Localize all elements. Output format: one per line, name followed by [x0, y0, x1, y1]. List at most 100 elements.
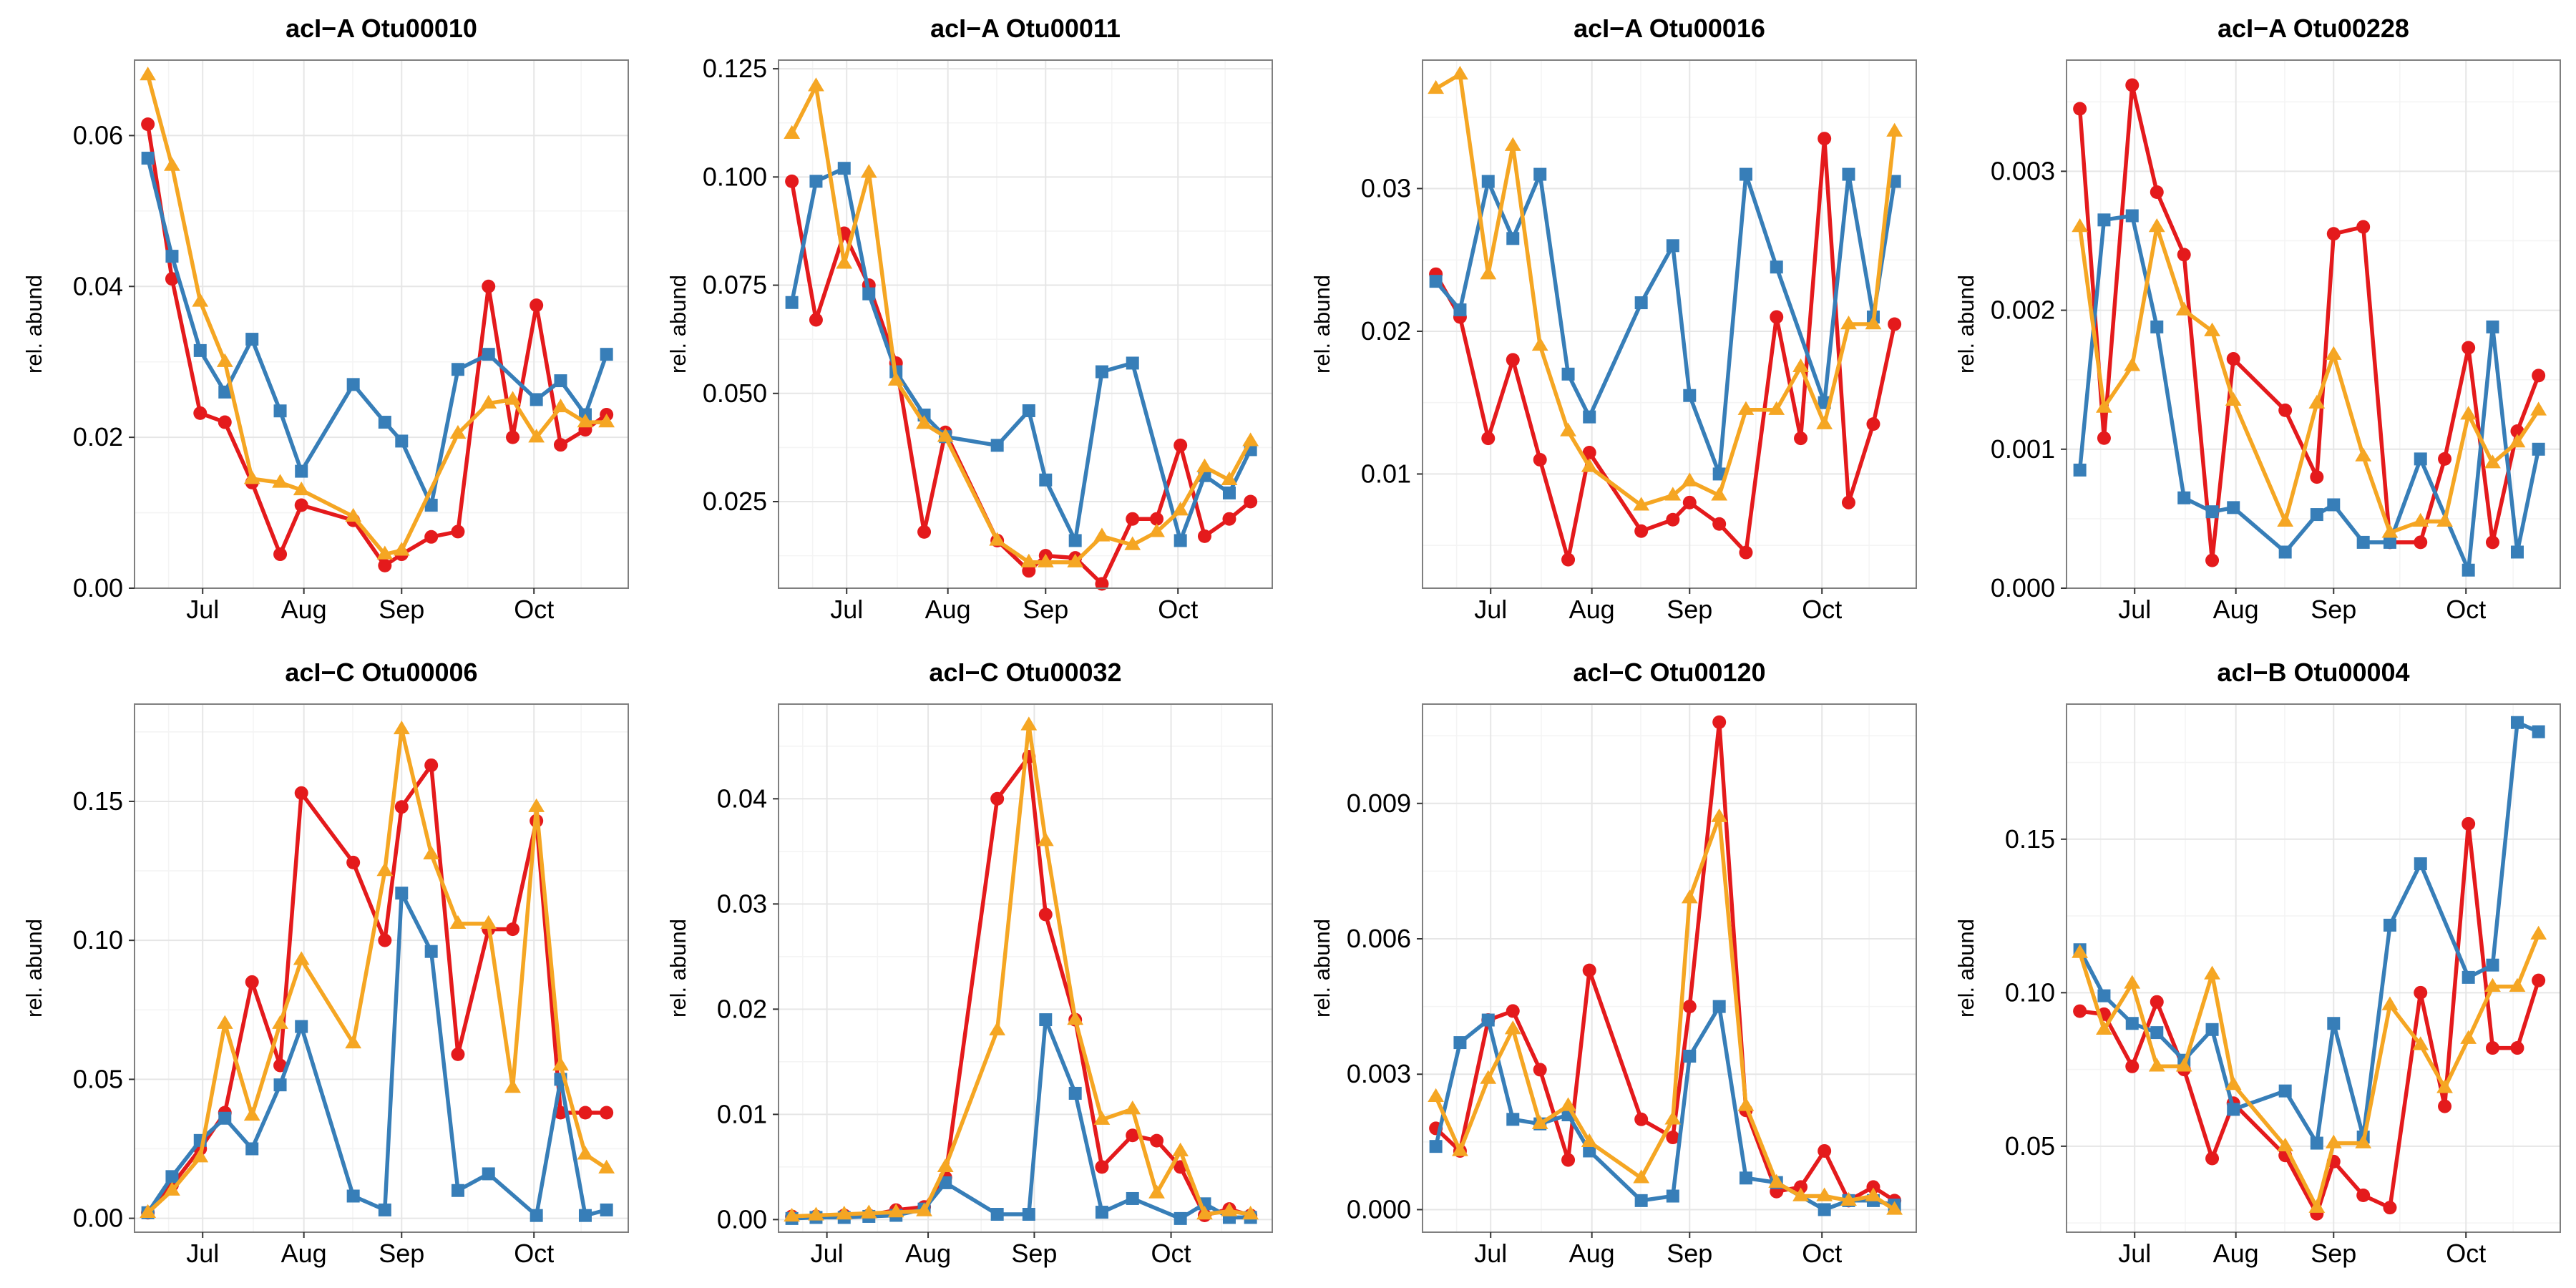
- data-point: [1506, 1113, 1520, 1126]
- data-point: [1148, 523, 1165, 537]
- data-point: [1888, 317, 1902, 331]
- data-point: [2327, 498, 2341, 512]
- x-tick-label: Aug: [2213, 1239, 2259, 1268]
- x-tick-label: Jul: [811, 1239, 844, 1268]
- data-point: [2486, 320, 2499, 333]
- data-point: [1768, 1174, 1785, 1188]
- data-point: [916, 1202, 932, 1216]
- data-point: [1582, 963, 1596, 977]
- data-point: [2325, 1134, 2342, 1148]
- data-point: [2227, 501, 2240, 514]
- data-point: [530, 393, 543, 406]
- series-3: [784, 77, 1259, 567]
- data-point: [937, 1158, 954, 1173]
- y-tick-label: 0.00: [717, 1204, 767, 1234]
- data-point: [1093, 527, 1111, 542]
- x-tick-label: Sep: [2311, 1239, 2356, 1268]
- data-point: [1711, 487, 1728, 501]
- plot-background: [135, 60, 628, 588]
- data-point: [2277, 512, 2294, 527]
- data-point: [1794, 431, 1808, 446]
- data-point: [2096, 1020, 2112, 1035]
- x-tick-label: Oct: [1151, 1239, 1191, 1268]
- plot-background: [2067, 60, 2560, 588]
- x-tick-label: Aug: [925, 595, 971, 624]
- data-point: [1039, 1013, 1053, 1027]
- data-point: [2462, 816, 2476, 831]
- y-axis-label: rel. abund: [21, 275, 47, 374]
- data-point: [2355, 447, 2372, 462]
- data-point: [451, 363, 464, 376]
- data-point: [1242, 432, 1259, 447]
- series-3: [784, 716, 1259, 1222]
- data-point: [218, 385, 232, 399]
- data-point: [393, 720, 410, 735]
- data-point: [1682, 495, 1697, 509]
- series-2: [785, 162, 1257, 547]
- major-gridlines: [135, 704, 628, 1232]
- data-point: [2073, 1004, 2087, 1018]
- chart-title: acI−A Otu00016: [1574, 14, 1765, 43]
- data-point: [1095, 365, 1108, 379]
- data-point: [1126, 1191, 1139, 1205]
- data-point: [1818, 132, 1832, 146]
- data-point: [218, 1111, 232, 1125]
- data-point: [1037, 553, 1054, 567]
- plot-frame: [134, 59, 629, 589]
- data-point: [140, 1204, 157, 1219]
- data-point: [1634, 1112, 1649, 1126]
- data-point: [887, 1204, 904, 1218]
- data-point: [1739, 167, 1752, 181]
- data-point: [1533, 452, 1547, 467]
- data-point: [378, 416, 391, 429]
- data-point: [1737, 401, 1755, 415]
- data-point: [1683, 389, 1697, 402]
- data-point: [1531, 336, 1548, 351]
- data-point: [2414, 857, 2427, 871]
- data-point: [1148, 1184, 1165, 1199]
- y-tick-label: 0.100: [703, 162, 767, 191]
- major-gridlines: [779, 60, 1272, 588]
- data-point: [378, 1203, 391, 1216]
- x-tick-label: Oct: [2446, 595, 2486, 624]
- data-point: [482, 279, 496, 293]
- y-tick-label: 0.04: [717, 784, 767, 813]
- data-point: [554, 374, 567, 388]
- data-point: [2204, 322, 2220, 336]
- data-point: [1531, 1115, 1548, 1129]
- x-tick-label: Aug: [905, 1239, 951, 1268]
- data-point: [1533, 1063, 1547, 1077]
- y-axis-label: rel. abund: [1953, 919, 1979, 1018]
- x-tick-label: Jul: [186, 1239, 219, 1268]
- data-point: [989, 532, 1006, 546]
- data-point: [2204, 965, 2220, 980]
- data-point: [784, 125, 801, 140]
- data-point: [1533, 167, 1547, 181]
- y-tick-label: 0.006: [1347, 924, 1411, 953]
- data-point: [1196, 1206, 1213, 1220]
- data-point: [2438, 452, 2452, 466]
- data-point: [600, 348, 613, 361]
- data-point: [1841, 495, 1855, 509]
- data-point: [2355, 1134, 2372, 1148]
- data-point: [424, 758, 439, 772]
- data-point: [2310, 508, 2323, 522]
- data-point: [1506, 353, 1520, 367]
- data-point: [2462, 563, 2475, 577]
- data-point: [1022, 404, 1035, 417]
- data-point: [1666, 512, 1680, 527]
- data-point: [378, 933, 392, 947]
- y-tick-label: 0.050: [703, 379, 767, 408]
- data-point: [1664, 1111, 1682, 1125]
- chart-title: acI−C Otu00120: [1573, 658, 1765, 687]
- data-point: [578, 1106, 592, 1120]
- series-2: [1429, 167, 1901, 481]
- data-point: [1481, 175, 1495, 188]
- data-point: [1634, 296, 1648, 310]
- data-point: [2530, 401, 2547, 416]
- data-point: [1429, 275, 1443, 288]
- series-3: [2072, 218, 2547, 538]
- data-point: [990, 1208, 1004, 1221]
- data-point: [2462, 970, 2475, 984]
